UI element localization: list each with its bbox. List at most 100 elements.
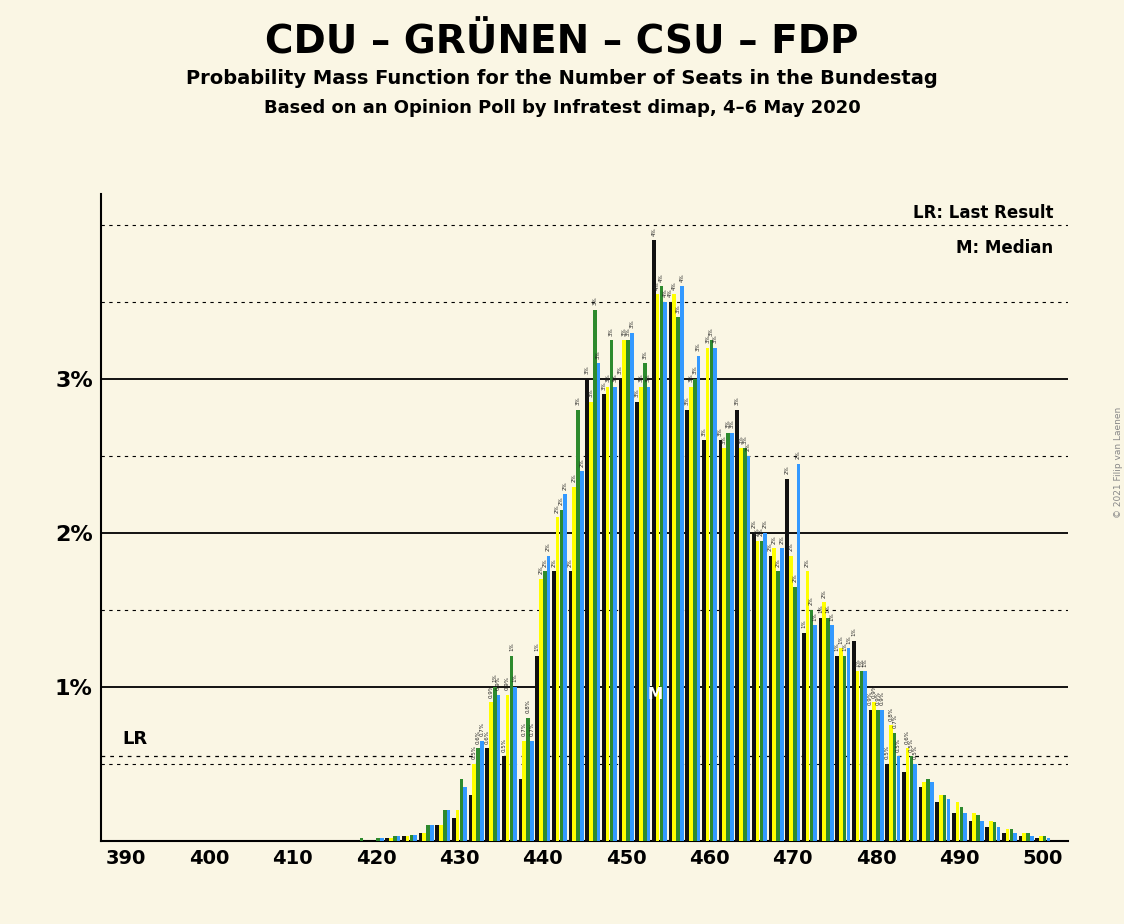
Bar — [830, 626, 834, 841]
Bar — [423, 833, 426, 841]
Bar — [752, 533, 755, 841]
Text: 0.7%: 0.7% — [529, 723, 534, 736]
Text: 0.7%: 0.7% — [479, 723, 484, 736]
Bar — [1043, 836, 1046, 841]
Bar — [930, 783, 934, 841]
Bar — [863, 672, 867, 841]
Bar — [860, 672, 863, 841]
Bar — [976, 815, 980, 841]
Bar — [697, 356, 700, 841]
Text: 1%: 1% — [839, 635, 843, 644]
Text: 2%: 2% — [542, 558, 547, 566]
Bar — [672, 294, 677, 841]
Bar — [677, 317, 680, 841]
Text: 2%: 2% — [776, 558, 780, 566]
Bar — [692, 379, 697, 841]
Text: 1%: 1% — [862, 658, 868, 667]
Bar — [914, 764, 917, 841]
Bar — [563, 494, 566, 841]
Text: 2%: 2% — [809, 597, 814, 605]
Bar — [1006, 829, 1009, 841]
Bar — [614, 386, 617, 841]
Bar — [897, 756, 900, 841]
Bar — [855, 672, 860, 841]
Bar — [718, 441, 723, 841]
Text: 1%: 1% — [835, 643, 840, 651]
Bar — [835, 656, 839, 841]
Bar — [419, 833, 423, 841]
Text: 3%: 3% — [596, 350, 601, 359]
Bar — [560, 510, 563, 841]
Bar — [580, 471, 583, 841]
Text: 1%: 1% — [801, 620, 806, 628]
Text: 3%: 3% — [713, 334, 717, 344]
Text: 2%: 2% — [792, 574, 797, 582]
Bar — [529, 741, 534, 841]
Text: 2%: 2% — [759, 528, 764, 536]
Bar — [880, 710, 883, 841]
Text: 1%: 1% — [830, 612, 834, 621]
Bar — [935, 802, 939, 841]
Bar — [640, 386, 643, 841]
Text: 2%: 2% — [546, 542, 551, 552]
Text: 3%: 3% — [629, 320, 634, 328]
Bar — [535, 656, 540, 841]
Bar — [569, 571, 572, 841]
Text: 2%: 2% — [538, 565, 543, 575]
Text: 0.7%: 0.7% — [892, 714, 897, 728]
Text: 3%: 3% — [635, 389, 640, 397]
Text: 2%: 2% — [772, 535, 777, 543]
Bar — [869, 710, 872, 841]
Bar — [489, 702, 492, 841]
Text: 3%: 3% — [709, 327, 714, 335]
Bar — [406, 836, 409, 841]
Bar — [797, 464, 800, 841]
Text: 3%: 3% — [575, 396, 580, 405]
Bar — [1018, 836, 1023, 841]
Bar — [577, 409, 580, 841]
Text: 1%: 1% — [492, 674, 497, 682]
Bar — [397, 836, 400, 841]
Bar — [1046, 838, 1050, 841]
Bar — [635, 402, 640, 841]
Bar — [872, 702, 876, 841]
Text: 0.5%: 0.5% — [913, 746, 917, 760]
Text: 2%: 2% — [559, 496, 564, 505]
Bar — [386, 838, 389, 841]
Bar — [446, 810, 451, 841]
Text: Based on an Opinion Poll by Infratest dimap, 4–6 May 2020: Based on an Opinion Poll by Infratest di… — [264, 99, 860, 116]
Text: 4%: 4% — [672, 281, 677, 289]
Bar — [886, 764, 889, 841]
Bar — [456, 810, 460, 841]
Text: M: Median: M: Median — [957, 239, 1053, 257]
Text: 0.8%: 0.8% — [888, 707, 894, 721]
Bar — [755, 541, 760, 841]
Bar — [763, 533, 767, 841]
Bar — [655, 294, 660, 841]
Text: 3%: 3% — [735, 396, 740, 405]
Bar — [597, 363, 600, 841]
Bar — [402, 836, 406, 841]
Bar — [846, 649, 850, 841]
Text: 1%: 1% — [513, 674, 518, 682]
Text: 2%: 2% — [768, 542, 773, 552]
Bar — [414, 834, 417, 841]
Bar — [480, 741, 483, 841]
Text: 3%: 3% — [685, 396, 690, 405]
Bar — [955, 802, 960, 841]
Bar — [889, 725, 892, 841]
Text: 4%: 4% — [659, 274, 664, 282]
Text: 0.6%: 0.6% — [905, 730, 910, 744]
Text: 2%: 2% — [796, 450, 801, 459]
Text: 3%: 3% — [589, 389, 593, 397]
Text: 2%: 2% — [822, 589, 827, 598]
Bar — [546, 556, 551, 841]
Text: 3%: 3% — [696, 343, 701, 351]
Bar — [623, 340, 626, 841]
Text: 0.5%: 0.5% — [501, 737, 506, 751]
Text: 1%: 1% — [818, 604, 823, 613]
Text: 3%: 3% — [622, 327, 627, 335]
Bar — [940, 795, 943, 841]
Bar — [460, 779, 463, 841]
Text: 2%: 2% — [572, 473, 577, 482]
